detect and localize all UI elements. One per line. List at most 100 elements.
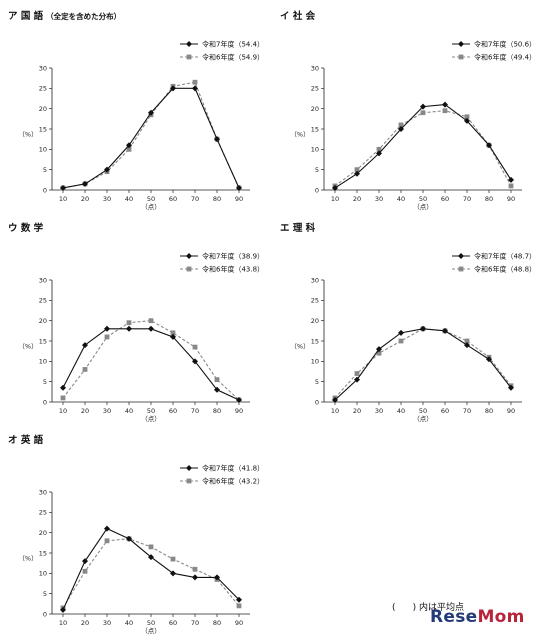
y-tick-label: 10 <box>39 146 47 154</box>
x-tick-label: 30 <box>375 407 383 415</box>
legend-marker <box>186 266 192 272</box>
data-point <box>192 79 198 85</box>
resemom-logo: ReseMom <box>430 607 525 627</box>
data-point <box>104 166 110 173</box>
x-tick-label: 70 <box>191 619 199 627</box>
data-point <box>60 395 66 401</box>
data-point <box>148 109 154 116</box>
legend-marker <box>186 465 192 471</box>
series-line <box>334 328 512 399</box>
legend-label: 令和6年度（43.8） <box>202 265 264 274</box>
legend-marker <box>186 253 192 259</box>
data-point <box>82 568 88 574</box>
legend-label: 令和6年度（54.9） <box>202 53 264 62</box>
y-tick-label: 25 <box>311 297 319 305</box>
data-point <box>398 126 404 132</box>
data-point <box>126 320 132 326</box>
data-point <box>82 342 88 349</box>
y-tick-label: 0 <box>43 610 47 618</box>
x-axis-label: （点） <box>141 627 161 635</box>
y-tick-label: 30 <box>311 276 319 284</box>
x-tick-label: 70 <box>191 407 199 415</box>
x-tick-label: 40 <box>125 619 133 627</box>
series-line <box>62 527 240 611</box>
y-tick-label: 20 <box>39 105 47 113</box>
y-tick-label: 20 <box>311 317 319 325</box>
legend-label: 令和7年度（50.6） <box>474 40 536 49</box>
x-tick-label: 40 <box>397 195 405 203</box>
data-point <box>398 338 404 344</box>
data-point <box>464 117 470 124</box>
y-tick-label: 15 <box>311 125 319 133</box>
x-axis-label: （点） <box>413 415 433 423</box>
data-point <box>170 330 176 336</box>
data-point <box>376 146 382 152</box>
data-point <box>236 184 242 191</box>
y-tick-label: 0 <box>315 398 319 406</box>
y-tick-label: 5 <box>315 166 319 174</box>
y-tick-label: 25 <box>39 509 47 517</box>
y-tick-label: 5 <box>43 378 47 386</box>
chart-panel-math: ウ 数 学 0 5 10 15 20 25 30 （%） 10 20 30 40 50 60 70 80 90 （点… <box>0 212 272 423</box>
data-point <box>148 554 154 561</box>
logo-text-a: Rese <box>430 607 478 627</box>
series-1 <box>332 108 514 189</box>
y-tick-label: 25 <box>311 85 319 93</box>
x-tick-label: 10 <box>331 407 339 415</box>
y-tick-label: 15 <box>311 337 319 345</box>
data-point <box>508 183 514 189</box>
data-point <box>170 333 176 340</box>
x-tick-label: 50 <box>147 619 155 627</box>
data-point <box>420 325 426 332</box>
legend-label: 令和7年度（38.9） <box>202 252 264 261</box>
x-tick-label: 10 <box>59 407 67 415</box>
chart-title: ア 国 語（全定を含めた分布） <box>8 10 121 22</box>
data-point <box>60 184 66 191</box>
chart-panel-social-studies: イ 社 会 0 5 10 15 20 25 30 （%） 10 20 30 40 50 60 70 80 90 （点… <box>272 0 544 211</box>
y-axis-label: （%） <box>18 342 37 350</box>
data-point <box>236 396 242 403</box>
data-point <box>354 371 360 376</box>
legend-marker <box>458 266 464 272</box>
x-tick-label: 20 <box>81 619 89 627</box>
chart-title: イ 社 会 <box>280 10 316 22</box>
chart-title-prefix: オ <box>8 435 21 446</box>
data-point <box>60 606 66 613</box>
chart-title-subject: 数 学 <box>20 222 44 234</box>
data-point <box>398 329 404 336</box>
data-point <box>148 544 154 550</box>
y-tick-label: 10 <box>39 570 47 578</box>
data-point <box>170 556 176 562</box>
legend-marker <box>458 253 464 259</box>
series-1 <box>60 79 242 191</box>
data-point <box>82 558 88 565</box>
x-tick-label: 30 <box>103 619 111 627</box>
data-point <box>376 150 382 157</box>
data-point <box>508 384 514 391</box>
legend-marker <box>186 41 192 47</box>
y-tick-label: 30 <box>39 488 47 496</box>
x-tick-label: 50 <box>147 195 155 203</box>
data-point <box>398 122 404 128</box>
series-1 <box>332 326 514 401</box>
y-tick-label: 0 <box>315 186 319 194</box>
data-point <box>442 327 448 334</box>
data-point <box>214 377 220 383</box>
series-line <box>62 320 240 401</box>
x-tick-label: 80 <box>485 195 493 203</box>
x-tick-label: 40 <box>125 407 133 415</box>
y-axis-label: （%） <box>290 130 309 138</box>
x-tick-label: 20 <box>353 195 361 203</box>
chart-title: オ 英 語 <box>8 434 44 446</box>
series-0 <box>60 525 242 613</box>
data-point <box>236 596 242 603</box>
series-1 <box>60 318 242 403</box>
x-tick-label: 30 <box>375 195 383 203</box>
legend-label: 令和6年度（48.8） <box>474 265 536 274</box>
data-point <box>332 184 338 191</box>
x-axis-label: （点） <box>141 415 161 423</box>
data-point <box>464 342 470 349</box>
chart-title-prefix: ア <box>8 11 21 22</box>
x-axis-label: （点） <box>141 203 161 211</box>
